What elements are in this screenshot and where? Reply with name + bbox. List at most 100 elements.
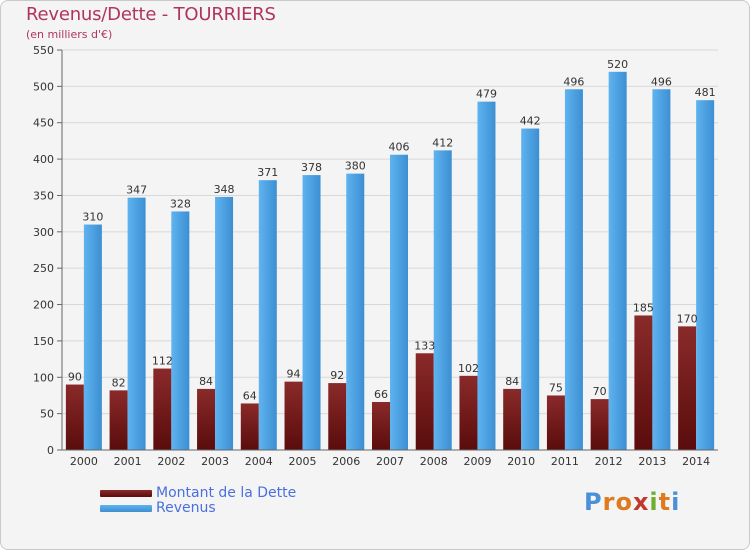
y-tick-label: 350 <box>33 189 54 202</box>
y-tick-label: 550 <box>33 44 54 57</box>
x-tick-label: 2001 <box>114 455 142 468</box>
bar-revenus <box>564 89 583 450</box>
logo-letter: i <box>649 488 659 516</box>
data-label-dette: 64 <box>243 389 257 402</box>
bar-revenus <box>215 196 234 450</box>
bar-revenus <box>521 128 540 450</box>
data-label-revenus: 496 <box>651 75 672 88</box>
data-label-dette: 70 <box>593 385 607 398</box>
bar-dette <box>153 368 172 450</box>
data-label-dette: 185 <box>633 301 654 314</box>
x-tick-label: 2004 <box>245 455 273 468</box>
logo-letter: P <box>584 488 603 516</box>
bar-revenus <box>346 173 365 451</box>
x-tick-label: 2007 <box>376 455 404 468</box>
bar-dette <box>503 388 522 450</box>
data-label-revenus: 348 <box>214 183 235 196</box>
bars <box>65 71 715 451</box>
logo-letter: o <box>615 488 633 516</box>
proxiti-logo: Proxiti <box>584 488 680 516</box>
data-label-revenus: 371 <box>257 166 278 179</box>
x-tick-label: 2012 <box>595 455 623 468</box>
y-tick-label: 50 <box>40 408 54 421</box>
y-tick-label: 500 <box>33 80 54 93</box>
data-label-revenus: 442 <box>520 115 541 128</box>
data-label-revenus: 380 <box>345 160 366 173</box>
logo-letter: i <box>671 488 681 516</box>
y-tick-label: 400 <box>33 153 54 166</box>
y-tick-label: 450 <box>33 117 54 130</box>
data-label-dette: 170 <box>677 312 698 325</box>
x-tick-label: 2006 <box>332 455 360 468</box>
data-label-revenus: 412 <box>432 136 453 149</box>
bar-dette <box>678 326 697 450</box>
x-tick-label: 2011 <box>551 455 579 468</box>
bar-revenus <box>302 175 321 450</box>
data-label-dette: 133 <box>414 339 435 352</box>
bar-revenus <box>433 150 452 450</box>
bar-dette <box>415 353 434 450</box>
x-tick-label: 2002 <box>157 455 185 468</box>
logo-letter: x <box>632 488 650 516</box>
x-tick-label: 2008 <box>420 455 448 468</box>
data-label-revenus: 310 <box>82 211 103 224</box>
bar-revenus <box>171 211 190 450</box>
data-label-dette: 90 <box>68 371 82 384</box>
bar-dette <box>634 315 653 450</box>
bar-dette <box>372 402 390 450</box>
data-label-dette: 92 <box>330 369 344 382</box>
y-axis-ticks: 0 50 100 150 200 250 300 350 400 450 500 550 <box>33 44 63 457</box>
bar-revenus <box>477 101 496 451</box>
data-label-revenus: 479 <box>476 88 497 101</box>
bar-dette <box>197 388 216 450</box>
x-tick-label: 2013 <box>638 455 666 468</box>
y-tick-label: 0 <box>47 444 54 457</box>
bar-dette <box>328 383 347 450</box>
data-label-revenus: 328 <box>170 197 191 210</box>
data-label-dette: 66 <box>374 388 388 401</box>
chart-title: Revenus/Dette - TOURRIERS <box>26 4 276 25</box>
x-tick-label: 2000 <box>70 455 98 468</box>
bar-dette <box>546 395 565 450</box>
bar-revenus <box>258 180 277 450</box>
data-label-dette: 112 <box>152 355 173 368</box>
bar-revenus <box>652 89 671 450</box>
y-tick-label: 250 <box>33 262 54 275</box>
bar-dette <box>109 390 128 450</box>
bar-dette <box>240 403 259 450</box>
bar-revenus <box>696 100 715 450</box>
bar-dette <box>284 381 303 450</box>
bar-revenus <box>608 71 627 451</box>
x-tick-label: 2014 <box>682 455 710 468</box>
bar-dette <box>459 375 478 450</box>
data-label-dette: 84 <box>505 375 519 388</box>
legend-swatch-dette <box>100 490 152 497</box>
x-tick-label: 2005 <box>289 455 317 468</box>
logo-letter: r <box>602 488 616 516</box>
bar-revenus <box>127 197 146 450</box>
x-tick-label: 2009 <box>463 455 491 468</box>
data-label-dette: 84 <box>199 375 213 388</box>
data-label-revenus: 406 <box>389 141 410 154</box>
legend-swatch-revenus <box>100 505 152 512</box>
data-label-revenus: 378 <box>301 161 322 174</box>
logo-letter: t <box>658 488 672 516</box>
x-axis-ticks: 2000 2001 2002 2003 2004 2005 2006 2007 2008 2009… <box>62 449 718 468</box>
y-tick-label: 150 <box>33 335 54 348</box>
x-tick-label: 2010 <box>507 455 535 468</box>
data-label-dette: 82 <box>112 376 126 389</box>
y-tick-label: 200 <box>33 299 54 312</box>
bar-dette <box>590 399 609 450</box>
data-label-dette: 102 <box>458 362 479 375</box>
data-label-dette: 75 <box>549 381 563 394</box>
data-label-revenus: 347 <box>126 184 147 197</box>
data-label-revenus: 496 <box>563 75 584 88</box>
y-tick-label: 100 <box>33 371 54 384</box>
data-label-revenus: 481 <box>695 86 716 99</box>
data-label-dette: 94 <box>287 368 301 381</box>
x-tick-label: 2003 <box>201 455 229 468</box>
chart-subtitle: (en milliers d'€) <box>26 28 113 41</box>
data-labels: 90 310 82 347 112 328 84 348 64 371 94 378 92 380 66 40… <box>68 58 716 403</box>
legend-label-revenus: Revenus <box>156 500 216 516</box>
